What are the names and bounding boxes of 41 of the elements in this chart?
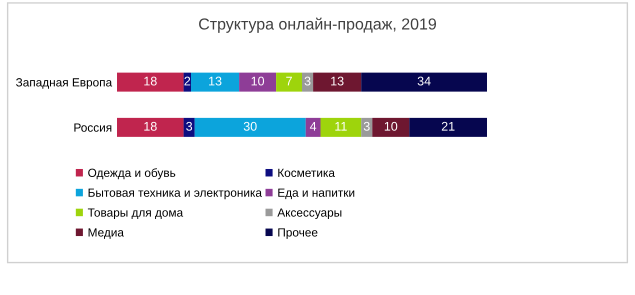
data-label: 3 — [186, 122, 192, 131]
bar — [409, 118, 487, 137]
legend-label: Одежда и обувь — [88, 168, 176, 180]
legend-label: Аксессуары — [277, 208, 342, 220]
data-label: 13 — [209, 76, 222, 86]
data-label: 18 — [144, 122, 157, 131]
bar — [313, 72, 362, 92]
data-label: 18 — [144, 76, 157, 86]
bar — [117, 72, 184, 92]
data-label: 3 — [304, 76, 310, 86]
legend-label: Медиа — [88, 228, 124, 239]
bar — [361, 72, 487, 92]
data-label: 30 — [244, 122, 257, 131]
legend-label: Бытовая техника и электроника — [88, 188, 262, 200]
y-tick-label: Россия — [74, 124, 112, 132]
bar — [372, 118, 410, 137]
bar — [239, 72, 276, 92]
data-label: 4 — [310, 122, 316, 131]
y-tick-label: Западная Европа — [16, 78, 112, 89]
bar — [184, 118, 195, 137]
data-label: 10 — [252, 76, 264, 86]
bar — [306, 118, 320, 137]
bar — [194, 118, 306, 137]
legend-label: Еда и напитки — [278, 188, 354, 200]
data-label: 7 — [286, 76, 292, 86]
bar — [117, 118, 184, 137]
legend-label: Косметика — [278, 168, 335, 177]
data-label: 3 — [364, 122, 370, 131]
data-label: 10 — [384, 122, 398, 131]
legend-label: Прочее — [278, 228, 318, 239]
data-label: 11 — [335, 122, 347, 131]
bar — [320, 118, 362, 137]
bar — [361, 118, 372, 137]
data-label: 21 — [442, 122, 454, 131]
data-label: 34 — [418, 76, 431, 86]
data-label: 13 — [331, 76, 344, 86]
legend-label: Товары для дома — [88, 208, 184, 220]
bar — [276, 72, 302, 92]
chart-title: Структура онлайн-продаж, 2019 — [199, 18, 436, 33]
bar — [191, 72, 240, 92]
data-label: 2 — [184, 76, 190, 86]
